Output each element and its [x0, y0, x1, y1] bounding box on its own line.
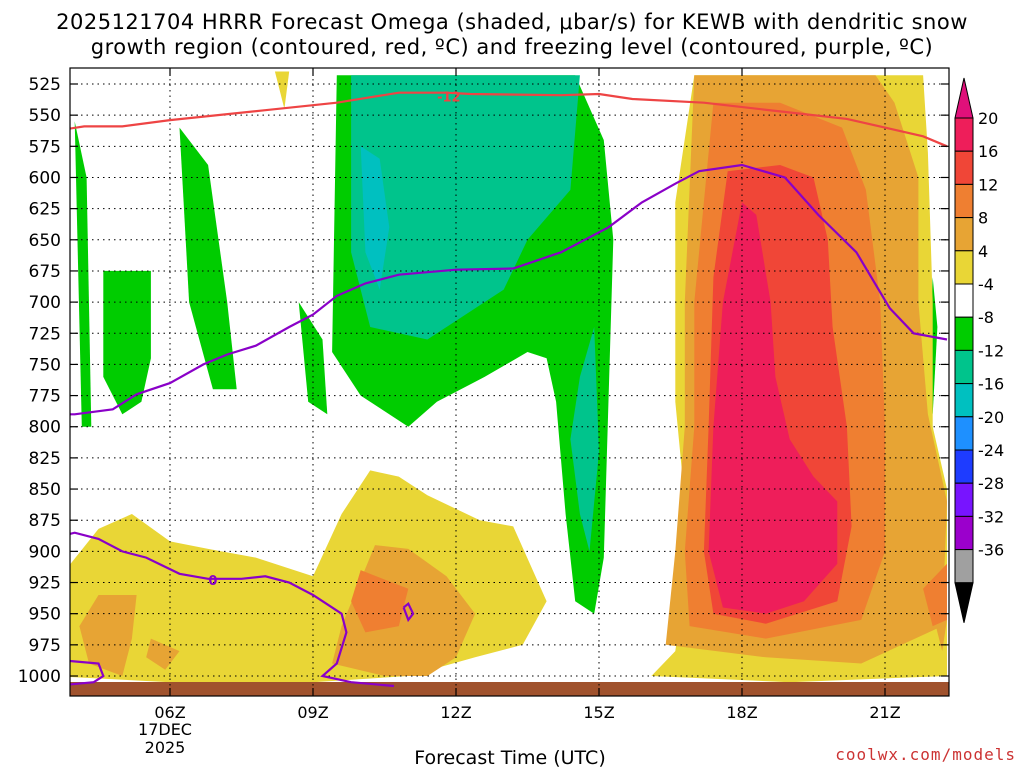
colorbar-label-10: -24 [978, 441, 1004, 460]
colorbar-label-2: 12 [978, 175, 998, 194]
colorbar-swatch-3 [954, 217, 974, 252]
omega-region-0-0 [74, 121, 92, 427]
y-tick-label-800: 800 [29, 418, 61, 438]
plot-area: -12 0 [70, 68, 949, 696]
colorbar-swatch-7 [954, 349, 974, 385]
omega-region-3-2 [274, 71, 290, 109]
y-tick-label-950: 950 [29, 605, 61, 625]
colorbar-label-9: -20 [978, 408, 1004, 427]
credit-text: coolwx.com/models [835, 745, 1016, 764]
omega-region-5-1 [351, 570, 409, 633]
colorbar-top-arrow [954, 77, 974, 119]
date-label-day: 17DEC [138, 720, 192, 739]
omega-region-1-1 [570, 327, 599, 552]
y-tick-label-575: 575 [29, 137, 61, 157]
omega-shading [70, 71, 947, 683]
colorbar-swatch-6 [954, 316, 974, 351]
y-tick-label-675: 675 [29, 262, 61, 282]
y-tick-label-525: 525 [29, 75, 61, 95]
colorbar-swatch-11 [954, 482, 974, 517]
x-axis-label: Forecast Time (UTC) [414, 747, 605, 768]
y-tick-label-775: 775 [29, 387, 61, 407]
y-tick-label-600: 600 [29, 168, 61, 188]
y-tick-label-875: 875 [29, 511, 61, 531]
y-tick-label-650: 650 [29, 231, 61, 251]
freezing-level-lower-contour-1 [70, 659, 105, 686]
omega-region-4-1 [146, 638, 180, 670]
omega-region-0-2 [179, 127, 237, 390]
y-tick-label-625: 625 [29, 200, 61, 220]
ground-layer [70, 682, 949, 696]
plot-frame [69, 67, 950, 697]
colorbar-swatch-1 [954, 150, 974, 185]
omega-region-0-3 [298, 302, 328, 415]
colorbar-label-6: -8 [978, 308, 994, 327]
colorbar: 20 16 12 8 4 -4 -8 -12 -16 -20 -24 -28 -32 -36 [954, 77, 1004, 623]
y-tick-label-850: 850 [29, 480, 61, 500]
freezing-level-lower-contour-0 [70, 531, 395, 688]
colorbar-bottom-arrow [954, 582, 974, 623]
colorbar-label-13: -36 [978, 541, 1004, 560]
colorbar-label-11: -28 [978, 474, 1004, 493]
colorbar-swatch-0 [954, 117, 974, 152]
omega-region-0-1 [103, 270, 151, 415]
x-tick-label-15Z: 15Z [583, 703, 614, 722]
colorbar-label-8: -16 [978, 375, 1004, 394]
dgz-minus12-contour [70, 91, 948, 148]
colorbar-swatch-8 [954, 383, 974, 418]
x-tick-label-06Z: 06Z [154, 703, 185, 722]
colorbar-label-12: -32 [978, 507, 1004, 526]
x-axis-time-ticks: 06Z 09Z 12Z 15Z 18Z 21Z [154, 68, 901, 722]
y-tick-label-750: 750 [29, 355, 61, 375]
colorbar-swatch-4 [954, 250, 974, 285]
contour-lines: -12 0 [70, 90, 948, 688]
x-tick-label-21Z: 21Z [869, 703, 900, 722]
date-label-year: 2025 [145, 738, 186, 757]
y-tick-label-825: 825 [29, 449, 61, 469]
omega-region-2-0 [360, 146, 390, 290]
colorbar-swatch-13 [954, 549, 974, 584]
colorbar-label-0: 20 [978, 109, 998, 128]
omega-region-5-2 [923, 563, 947, 627]
ground-strip [70, 682, 949, 696]
y-tick-label-925: 925 [29, 574, 61, 594]
y-axis-pressure-ticks: 525 550 575 600 625 650 675 700 725 750 775 800 825 8… [18, 75, 949, 687]
omega-region-4-0 [79, 595, 137, 676]
colorbar-label-3: 8 [978, 209, 988, 228]
colorbar-swatch-9 [954, 416, 974, 451]
y-tick-label-1000: 1000 [18, 667, 61, 687]
chart-title-line-2: growth region (contoured, red, ºC) and f… [91, 35, 934, 59]
colorbar-swatch-10 [954, 449, 974, 484]
y-tick-label-700: 700 [29, 293, 61, 313]
chart-title-line-1: 2025121704 HRRR Forecast Omega (shaded, … [56, 10, 968, 34]
freezing-contour-label: 0 [208, 574, 217, 589]
colorbar-swatch-5 [954, 283, 974, 318]
x-tick-label-18Z: 18Z [726, 703, 757, 722]
grid-lines [70, 68, 949, 696]
colorbar-label-1: 16 [978, 142, 998, 161]
y-tick-label-975: 975 [29, 636, 61, 656]
freezing-level-upper-contour [70, 163, 948, 416]
colorbar-label-4: 4 [978, 242, 988, 261]
omega-region-7-0 [708, 202, 838, 614]
x-tick-label-12Z: 12Z [440, 703, 471, 722]
y-tick-label-725: 725 [29, 324, 61, 344]
colorbar-label-5: -4 [978, 275, 994, 294]
colorbar-swatch-12 [954, 515, 974, 551]
x-tick-label-09Z: 09Z [297, 703, 328, 722]
colorbar-swatch-2 [954, 183, 974, 219]
colorbar-label-7: -12 [978, 341, 1004, 360]
y-tick-label-550: 550 [29, 106, 61, 126]
y-tick-label-900: 900 [29, 542, 61, 562]
dgz-contour-label: -12 [437, 90, 461, 105]
freezing-level-lower-contour-2 [402, 601, 415, 623]
